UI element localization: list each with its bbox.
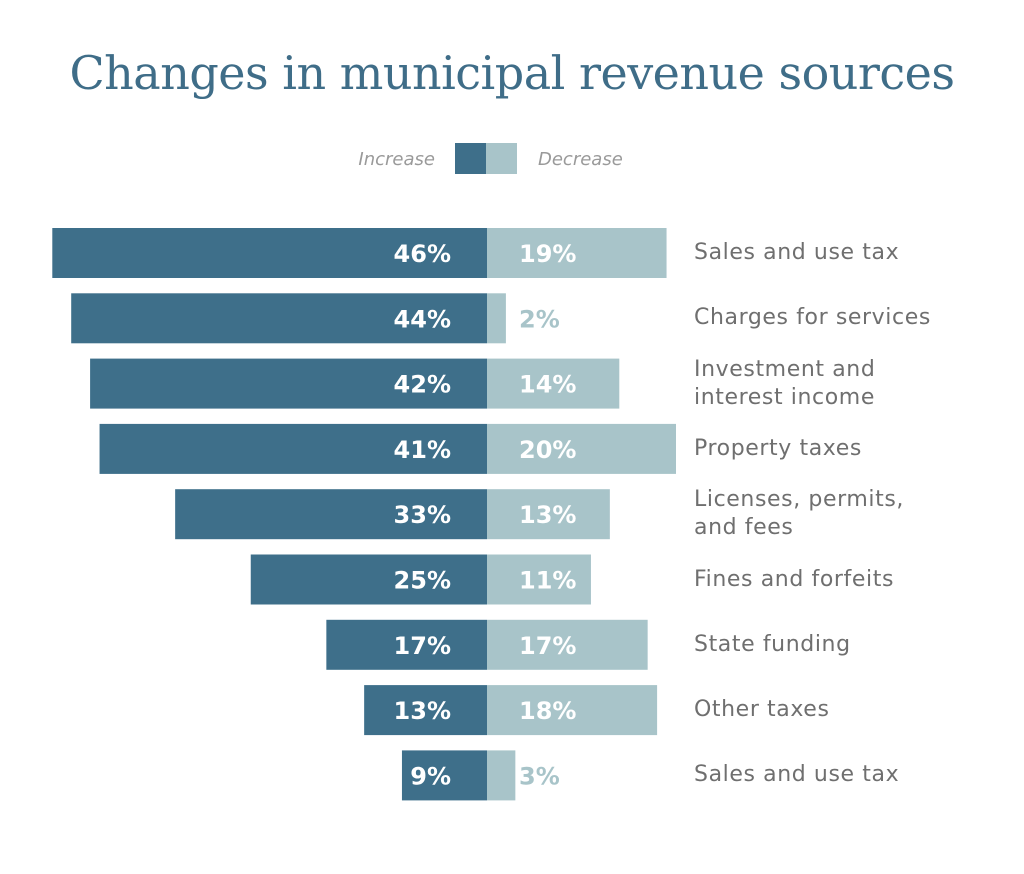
decrease-value-label: 11% [519,567,576,595]
increase-value-label: 46% [394,240,451,268]
increase-bar [71,293,487,344]
category-label: Property taxes [694,435,862,461]
legend-increase-swatch [455,143,486,174]
decrease-bar [487,293,506,344]
increase-value-label: 9% [410,762,451,790]
decrease-value-label: 3% [519,762,560,790]
decrease-bar [487,685,658,736]
category-label: Investment and interest income [694,356,876,410]
chart-title: Changes in municipal revenue sources [69,46,955,100]
increase-value-label: 13% [394,697,451,725]
increase-value-label: 44% [394,305,451,333]
increase-value-label: 33% [394,501,451,529]
legend-decrease-label: Decrease [538,149,623,170]
decrease-bar [487,554,591,605]
decrease-value-label: 20% [519,436,576,464]
increase-bar [52,228,488,278]
category-label: Other taxes [694,697,830,723]
category-label: Sales and use tax [694,762,900,788]
legend-decrease-swatch [486,143,517,174]
increase-value-label: 42% [394,371,451,399]
decrease-bar [487,750,516,801]
increase-value-label: 41% [394,436,451,464]
increase-bar [250,554,487,605]
decrease-value-label: 18% [519,697,576,725]
decrease-bar [487,619,648,670]
increase-value-label: 17% [394,632,451,660]
decrease-value-label: 19% [519,240,576,268]
decrease-bar [487,423,676,474]
increase-bar [90,358,487,409]
decrease-value-label: 2% [519,305,560,333]
category-label: Licenses, permits, and fees [694,487,904,541]
category-label: State funding [694,631,851,657]
decrease-bar [487,489,610,540]
category-label: Sales and use tax [694,240,900,265]
increase-bar [99,423,488,474]
increase-value-label: 25% [394,567,451,595]
decrease-value-label: 13% [519,501,576,529]
decrease-value-label: 17% [519,632,576,660]
increase-bar [364,685,487,736]
decrease-bar [487,228,667,278]
category-label: Charges for services [694,305,931,331]
decrease-bar [487,358,620,409]
decrease-value-label: 14% [519,371,576,399]
increase-bar [175,489,487,540]
increase-bar [401,750,487,801]
increase-bar [326,619,487,670]
legend-increase-label: Increase [358,149,435,170]
category-label: Fines and forfeits [694,566,895,592]
